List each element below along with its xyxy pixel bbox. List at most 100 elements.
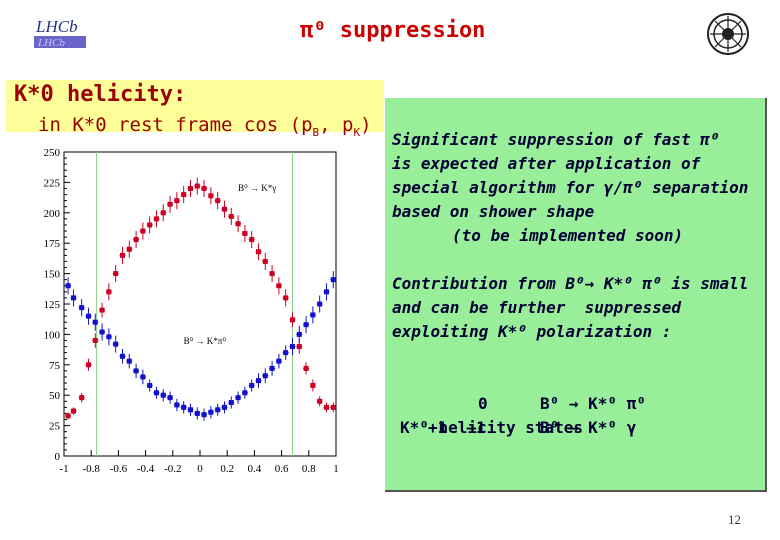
data-point <box>133 237 139 243</box>
data-point <box>208 409 214 415</box>
y-tick-label: 0 <box>55 451 61 463</box>
data-point <box>71 295 77 301</box>
x-tick-label: -0.8 <box>82 463 100 475</box>
data-point <box>242 230 248 236</box>
x-tick-label: 0.2 <box>220 463 234 475</box>
data-point <box>194 410 200 416</box>
data-point <box>283 295 289 301</box>
institute-seal <box>707 13 749 55</box>
x-tick-label: -0.2 <box>164 463 181 475</box>
x-tick-label: -1 <box>59 463 68 475</box>
helicity-subtitle: in K*0 rest frame cos (pB, pK) <box>38 114 372 139</box>
lhcb-logo: LHCb LHCb <box>30 10 90 52</box>
data-point <box>65 283 71 289</box>
y-tick-label: 250 <box>44 147 61 159</box>
data-point <box>303 322 309 328</box>
data-point <box>147 222 153 228</box>
data-point <box>289 317 295 323</box>
data-point <box>296 344 302 350</box>
plot-series-label: B⁰ → K*π⁰ <box>184 336 227 346</box>
data-point <box>330 404 336 410</box>
data-point <box>228 399 234 405</box>
data-point <box>296 331 302 337</box>
y-tick-label: 50 <box>49 390 61 402</box>
data-point <box>235 395 241 401</box>
data-point <box>167 395 173 401</box>
y-tick-label: 75 <box>49 360 61 372</box>
data-point <box>269 271 275 277</box>
data-point <box>85 362 91 368</box>
data-point <box>106 289 112 295</box>
helicity-states-table: K*⁰ helicity states <box>400 368 583 464</box>
data-point <box>140 374 146 380</box>
data-point <box>255 378 261 384</box>
page-number: 12 <box>728 512 741 527</box>
data-point <box>85 313 91 319</box>
x-tick-label: -0.4 <box>137 463 155 475</box>
y-tick-label: 100 <box>44 329 61 341</box>
data-point <box>221 404 227 410</box>
data-point <box>283 350 289 356</box>
y-tick-label: 25 <box>49 421 61 433</box>
data-point <box>119 252 125 258</box>
state-row-1-helicity: +1 –1 <box>428 418 486 437</box>
y-tick-label: 125 <box>44 299 61 311</box>
data-point <box>140 228 146 234</box>
y-tick-label: 200 <box>44 208 61 220</box>
data-point <box>276 283 282 289</box>
data-point <box>262 373 268 379</box>
data-point <box>323 404 329 410</box>
data-point <box>106 334 112 340</box>
data-point <box>79 395 85 401</box>
data-point <box>65 413 71 419</box>
data-point <box>153 390 159 396</box>
data-point <box>181 192 187 198</box>
data-point <box>160 210 166 216</box>
data-point <box>113 341 119 347</box>
state-row-1-decay: B⁰ → K*⁰ γ <box>540 418 637 437</box>
data-point <box>181 404 187 410</box>
data-point <box>289 344 295 350</box>
data-point <box>249 382 255 388</box>
data-point <box>194 183 200 189</box>
data-point <box>92 319 98 325</box>
data-point <box>249 237 255 243</box>
data-point <box>201 185 207 191</box>
plot-series-label: B⁰ → K*γ <box>238 183 276 193</box>
y-tick-label: 175 <box>44 238 61 250</box>
helicity-heading: K*0 helicity: <box>14 82 187 107</box>
x-tick-label: 0.6 <box>275 463 289 475</box>
y-tick-label: 150 <box>44 269 61 281</box>
x-tick-label: -0.6 <box>110 463 128 475</box>
data-point <box>228 213 234 219</box>
x-tick-label: 1 <box>333 463 339 475</box>
data-point <box>310 312 316 318</box>
data-point <box>133 368 139 374</box>
data-point <box>71 408 77 414</box>
contribution-paragraph: Contribution from B⁰→ K*⁰ π⁰ is small and… <box>392 274 749 341</box>
data-point <box>113 271 119 277</box>
data-point <box>208 193 214 199</box>
data-point <box>235 221 241 227</box>
data-point <box>269 365 275 371</box>
data-point <box>330 277 336 283</box>
data-point <box>262 258 268 264</box>
data-point <box>147 382 153 388</box>
data-point <box>167 201 173 207</box>
data-point <box>160 392 166 398</box>
data-point <box>153 216 159 222</box>
data-point <box>187 185 193 191</box>
state-row-0-helicity: 0 <box>478 394 488 413</box>
data-point <box>99 329 105 335</box>
data-point <box>79 305 85 311</box>
data-point <box>201 412 207 418</box>
page-title: π⁰ suppression <box>300 18 486 43</box>
svg-text:LHCb: LHCb <box>37 37 65 49</box>
data-point <box>92 337 98 343</box>
data-point <box>255 249 261 255</box>
data-point <box>215 407 221 413</box>
data-point <box>126 358 132 364</box>
suppression-paragraph: Significant suppression of fast π⁰ is exp… <box>392 130 749 245</box>
data-point <box>317 398 323 404</box>
explanation-box <box>385 98 767 492</box>
